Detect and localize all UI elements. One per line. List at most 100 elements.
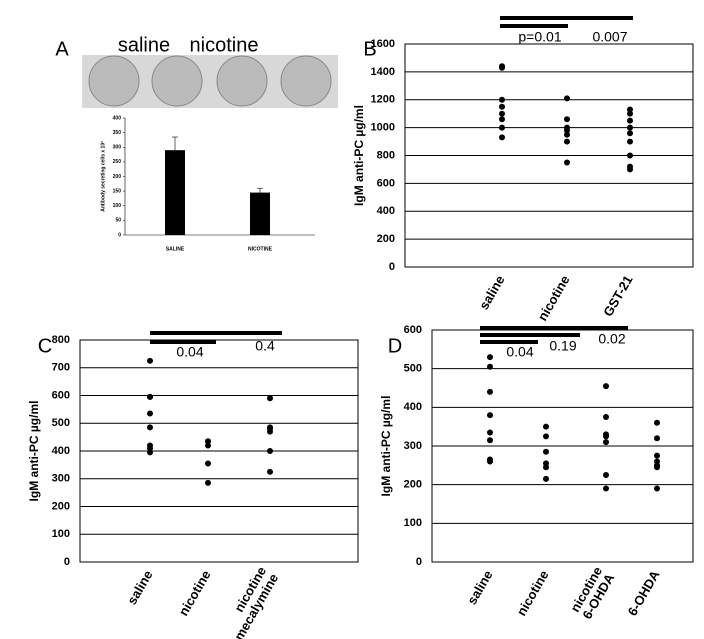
y-tick-label: 0 [416,556,422,568]
data-point [147,393,153,400]
y-tick-label: 400 [113,115,122,121]
data-point [487,429,493,436]
significance-label: p=0.01 [518,29,561,45]
x-tick-label: saline [476,273,507,312]
data-point [487,388,493,395]
data-point [603,433,609,440]
y-tick-label: 0 [389,261,395,273]
x-tick-label: 6-OHDA [625,567,663,618]
data-point [147,424,153,431]
x-tick-label: nicotine [176,568,214,619]
y-tick-label: 400 [377,205,395,217]
chart-background [82,113,337,262]
y-tick-label: 400 [404,401,422,413]
data-point [564,127,570,134]
x-tick-label: nicotinemecalymine [219,564,281,639]
data-point [627,130,633,137]
data-point [564,131,570,138]
y-tick-label: 300 [52,473,70,485]
data-point [499,134,505,141]
data-point [654,452,660,459]
data-point [267,448,273,454]
y-tick-label: 1400 [371,66,395,78]
y-tick-label: 800 [52,334,70,346]
data-point [654,485,660,492]
data-point [603,485,609,492]
y-tick-label: 200 [404,479,422,491]
y-axis-label: IgM anti-PC µg/ml [27,401,41,502]
y-tick-label: 500 [52,417,70,429]
y-tick-label: 300 [404,440,422,452]
y-tick-label: 150 [113,188,122,194]
data-point [603,414,609,420]
data-point [564,159,570,166]
x-tick-label: saline [124,568,155,607]
data-point [499,96,505,103]
significance-label: 0.007 [592,29,627,45]
x-tick-label: saline [464,568,495,607]
data-point [627,152,633,159]
data-point [543,433,549,440]
data-point [205,479,211,486]
data-point [499,103,505,110]
data-point [543,423,549,430]
y-tick-label: 250 [113,159,122,165]
data-point [267,428,273,435]
x-tick-label: nicotine [535,273,573,324]
data-point [205,438,211,445]
x-tick-label: NICOTINE [248,246,273,252]
x-tick-label: GST-21 [600,273,635,319]
x-tick-label: nicotine6-OHDA [568,564,618,622]
y-tick-label: 100 [404,517,422,529]
data-point [627,117,633,124]
y-tick-label: 600 [377,177,395,189]
photo-wells [88,55,332,107]
data-point [564,116,570,123]
panel-label: D [388,335,402,357]
y-tick-label: 700 [52,362,70,374]
x-tick-label: nicotine [514,568,552,619]
bar [250,192,270,235]
y-tick-label: 500 [404,363,422,375]
data-point [147,449,153,456]
image-label: saline [118,34,170,56]
data-point [487,458,493,465]
data-point [654,419,660,426]
data-point [603,383,609,390]
y-tick-label: 1600 [371,38,395,50]
panel-label: C [38,335,52,357]
y-tick-label: 200 [52,500,70,512]
data-point [487,437,493,444]
bar [165,150,185,235]
data-point [205,442,211,449]
data-point [543,448,549,455]
data-point [147,410,153,417]
y-axis-label: IgM anti-PC µg/ml [379,396,393,497]
y-tick-label: 300 [113,145,122,151]
significance-label: 0.4 [255,338,275,354]
x-tick-label: SALINE [166,246,185,252]
y-tick-label: 100 [113,203,122,209]
data-point [654,464,660,471]
data-point [543,475,549,482]
data-point [564,138,570,145]
image-label: nicotine [190,34,259,56]
data-point [627,110,633,117]
data-point [499,64,505,71]
data-point [499,124,505,131]
y-tick-label: 200 [377,233,395,245]
data-point [147,445,153,452]
data-point [627,166,633,173]
y-tick-label: 400 [52,445,70,457]
significance-label: 0.02 [598,331,625,347]
y-tick-label: 200 [113,174,122,180]
data-point [499,110,505,117]
y-axis-label: IgM anti-PC µg/ml [352,105,366,206]
y-tick-label: 50 [115,218,121,224]
significance-label: 0.19 [549,338,576,354]
data-point [499,116,505,123]
data-point [267,468,273,475]
data-point [603,439,609,446]
data-point [627,138,633,145]
